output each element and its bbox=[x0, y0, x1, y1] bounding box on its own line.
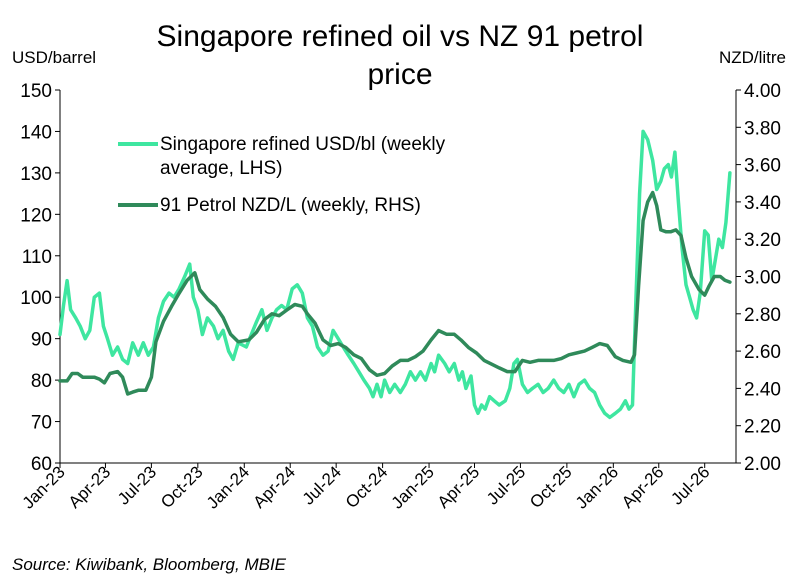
x-tick-label: Oct-24 bbox=[342, 462, 392, 512]
left-tick-label: 110 bbox=[22, 247, 52, 268]
x-tick-label: Jul-25 bbox=[483, 462, 529, 508]
chart-title-line-1: Singapore refined oil vs NZ 91 petrol bbox=[157, 20, 644, 53]
legend-label-singapore-line-2: average, LHS) bbox=[160, 158, 283, 179]
right-tick-label: 2.00 bbox=[744, 454, 781, 475]
legend: Singapore refined USD/bl (weekly average… bbox=[118, 134, 446, 216]
x-tick-label: Oct-25 bbox=[526, 462, 576, 512]
right-axis-unit: NZD/litre bbox=[719, 48, 786, 67]
x-tick-label: Apr-23 bbox=[65, 462, 115, 512]
left-tick-label: 150 bbox=[20, 81, 52, 102]
left-tick-label: 120 bbox=[20, 205, 52, 226]
right-tick-label: 4.00 bbox=[744, 81, 781, 102]
right-tick-label: 2.80 bbox=[744, 305, 781, 326]
left-axis-unit: USD/barrel bbox=[12, 48, 96, 67]
x-tick-label: Jul-26 bbox=[667, 462, 713, 508]
left-tick-label: 90 bbox=[31, 330, 52, 351]
legend-label-petrol: 91 Petrol NZD/L (weekly, RHS) bbox=[160, 195, 421, 216]
right-tick-label: 3.00 bbox=[744, 268, 781, 289]
x-tick-label: Jul-23 bbox=[114, 462, 160, 508]
right-tick-label: 2.20 bbox=[744, 417, 781, 438]
series-line-91-petrol bbox=[58, 190, 732, 396]
series-line-singapore-refined bbox=[58, 129, 732, 420]
left-tick-label: 100 bbox=[20, 288, 52, 309]
source-note: Source: Kiwibank, Bloomberg, MBIE bbox=[12, 555, 287, 574]
left-tick-label: 70 bbox=[31, 413, 52, 434]
right-tick-label: 2.40 bbox=[744, 379, 781, 400]
chart-title-line-2: price bbox=[367, 58, 432, 91]
left-tick-label: 130 bbox=[20, 164, 52, 185]
right-tick-label: 3.60 bbox=[744, 156, 781, 177]
right-tick-label: 3.80 bbox=[744, 118, 781, 139]
x-tick-label: Apr-24 bbox=[250, 462, 300, 512]
right-tick-label: 2.60 bbox=[744, 342, 781, 363]
right-tick-label: 3.20 bbox=[744, 230, 781, 251]
left-y-axis-ticks: 60 70 80 90 100 110 120 130 140 150 bbox=[20, 81, 60, 475]
x-tick-label: Jan-24 bbox=[203, 462, 253, 512]
series-layer bbox=[58, 129, 732, 420]
x-tick-label: Oct-23 bbox=[157, 462, 207, 512]
legend-label-singapore-line-1: Singapore refined USD/bl (weekly bbox=[160, 134, 446, 155]
x-tick-label: Jul-24 bbox=[299, 462, 345, 508]
left-tick-label: 140 bbox=[20, 122, 52, 143]
right-tick-label: 3.40 bbox=[744, 193, 781, 214]
x-tick-label: Apr-26 bbox=[618, 462, 668, 512]
left-tick-label: 60 bbox=[31, 454, 52, 475]
x-tick-label: Jan-25 bbox=[388, 462, 438, 512]
right-y-axis-ticks: 2.00 2.20 2.40 2.60 2.80 3.00 3.20 3.40 3.60 3.80… bbox=[736, 81, 781, 475]
x-tick-label: Jan-26 bbox=[572, 462, 622, 512]
x-tick-label: Apr-25 bbox=[434, 462, 484, 512]
left-tick-label: 80 bbox=[31, 371, 52, 392]
